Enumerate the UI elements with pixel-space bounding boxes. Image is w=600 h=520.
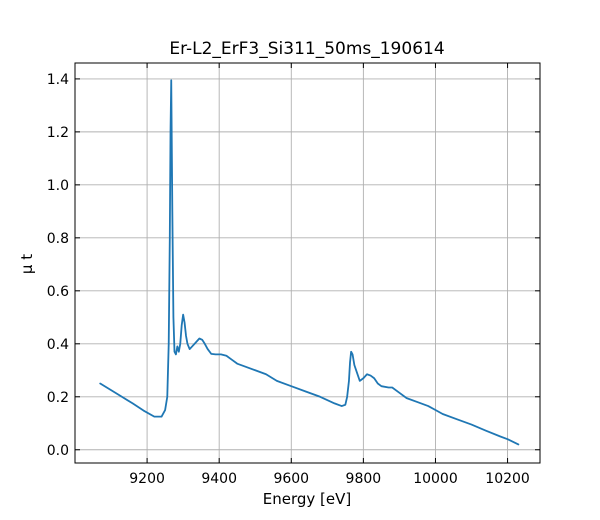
series-layer	[99, 79, 520, 446]
x-tick-label: 9800	[346, 471, 382, 487]
y-tick-label: 1.0	[47, 178, 69, 194]
y-tick-label: 0.4	[47, 337, 69, 353]
y-tick-label: 1.4	[47, 72, 69, 88]
plot-frame	[74, 62, 541, 464]
y-tick-label: 0.2	[47, 390, 69, 406]
x-tick-label: 9200	[129, 471, 165, 487]
axis-ticks: 9200 9400 9600 9800 10000 10200 0.0 0.2 0.4 0.6 0.…	[47, 63, 540, 487]
x-tick-label: 10000	[413, 471, 458, 487]
grid-lines	[75, 63, 540, 463]
y-tick-label: 0.0	[47, 443, 69, 459]
y-tick-label: 0.8	[47, 231, 69, 247]
y-axis-label: μ t	[18, 254, 36, 274]
x-tick-label: 10200	[485, 471, 530, 487]
chart-title: Er-L2_ErF3_Si311_50ms_190614	[169, 39, 444, 59]
x-axis-label: Energy [eV]	[263, 490, 351, 508]
x-tick-label: 9400	[201, 471, 237, 487]
y-tick-label: 1.2	[47, 125, 69, 141]
series-line-0	[99, 79, 520, 446]
x-tick-label: 9600	[273, 471, 309, 487]
y-tick-label: 0.6	[47, 284, 69, 300]
